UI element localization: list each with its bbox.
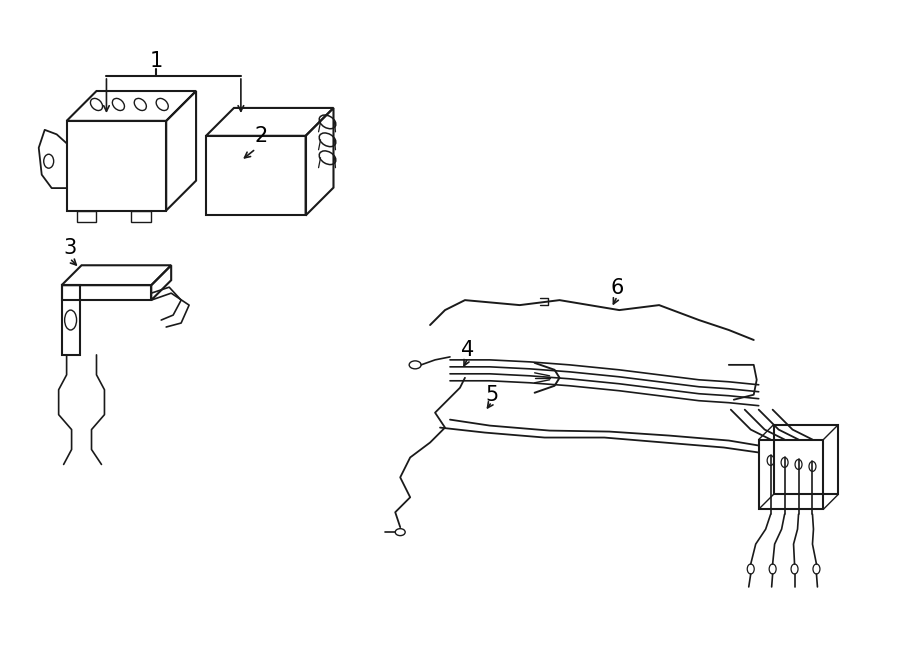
Text: 4: 4 [462, 340, 474, 360]
Text: 1: 1 [149, 51, 163, 71]
Text: 2: 2 [254, 126, 267, 146]
Text: 6: 6 [610, 278, 624, 298]
Text: 5: 5 [485, 385, 499, 405]
Text: 3: 3 [63, 239, 76, 258]
